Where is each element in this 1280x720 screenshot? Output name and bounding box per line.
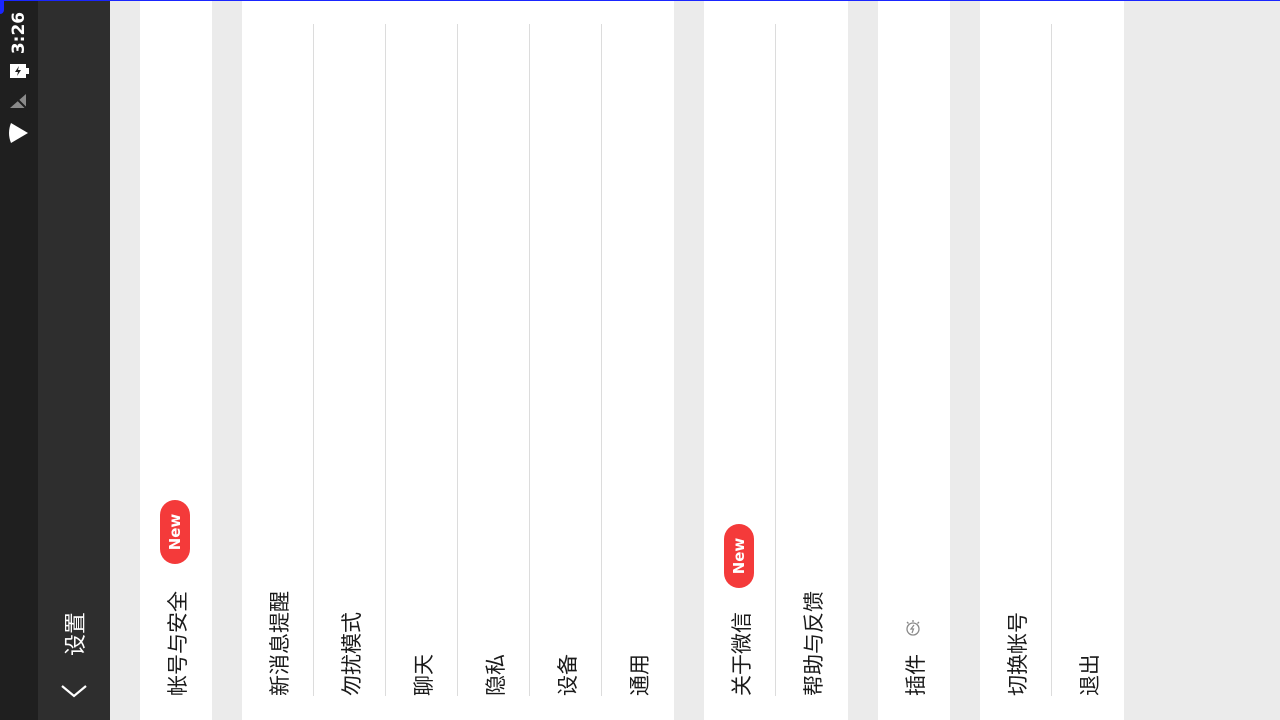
settings-item-label: 新消息提醒 [268, 591, 292, 696]
settings-group-about: 关于微信 New 帮助与反馈 [704, 0, 848, 720]
battery-charging-icon [10, 64, 29, 78]
settings-item-label: 退出 [1078, 654, 1102, 696]
settings-item-label: 插件 [904, 654, 928, 696]
divider [775, 24, 776, 696]
settings-item-devices[interactable]: 设备 [530, 0, 602, 720]
settings-item-label: 隐私 [484, 654, 508, 696]
settings-item-label: 帮助与反馈 [802, 591, 826, 696]
settings-item-switch-account[interactable]: 切换帐号 [980, 0, 1052, 720]
settings-group-main: 新消息提醒 勿扰模式 聊天 隐私 设备 通用 [242, 0, 674, 720]
settings-item-privacy[interactable]: 隐私 [458, 0, 530, 720]
plugin-icon [906, 620, 920, 636]
new-badge: New [724, 524, 754, 588]
chevron-back-icon[interactable] [54, 672, 94, 712]
settings-group-account: 帐号与安全 New [140, 0, 212, 720]
settings-item-label: 勿扰模式 [340, 612, 364, 696]
settings-item-help-feedback[interactable]: 帮助与反馈 [776, 0, 848, 720]
settings-item-about-wechat[interactable]: 关于微信 New [704, 0, 776, 720]
settings-item-do-not-disturb[interactable]: 勿扰模式 [314, 0, 386, 720]
settings-item-label: 切换帐号 [1006, 612, 1030, 696]
settings-group-plugins: 插件 [878, 0, 950, 720]
settings-item-general[interactable]: 通用 [602, 0, 674, 720]
settings-item-label: 关于微信 [730, 612, 754, 696]
divider [313, 24, 314, 696]
no-sim-icon [10, 92, 29, 111]
status-corner [0, 0, 4, 14]
status-time: 3:26 [9, 11, 29, 55]
divider [1051, 24, 1052, 696]
divider [601, 24, 602, 696]
divider [529, 24, 530, 696]
status-bar: 3:26 [0, 0, 38, 720]
divider [385, 24, 386, 696]
settings-item-plugins[interactable]: 插件 [878, 0, 950, 720]
settings-item-account-security[interactable]: 帐号与安全 New [140, 0, 212, 720]
settings-item-notifications[interactable]: 新消息提醒 [242, 0, 314, 720]
settings-group-session: 切换帐号 退出 [980, 0, 1124, 720]
settings-item-label: 帐号与安全 [166, 591, 190, 696]
page-title: 设置 [64, 611, 89, 657]
settings-item-label: 聊天 [412, 654, 436, 696]
settings-item-label: 设备 [556, 654, 580, 696]
divider [457, 24, 458, 696]
settings-item-logout[interactable]: 退出 [1052, 0, 1124, 720]
wifi-icon [9, 123, 28, 143]
title-bar: 设置 [38, 0, 110, 720]
settings-item-label: 通用 [628, 654, 652, 696]
top-edge-line [0, 0, 1280, 1]
new-badge: New [160, 500, 190, 564]
settings-item-chat[interactable]: 聊天 [386, 0, 458, 720]
